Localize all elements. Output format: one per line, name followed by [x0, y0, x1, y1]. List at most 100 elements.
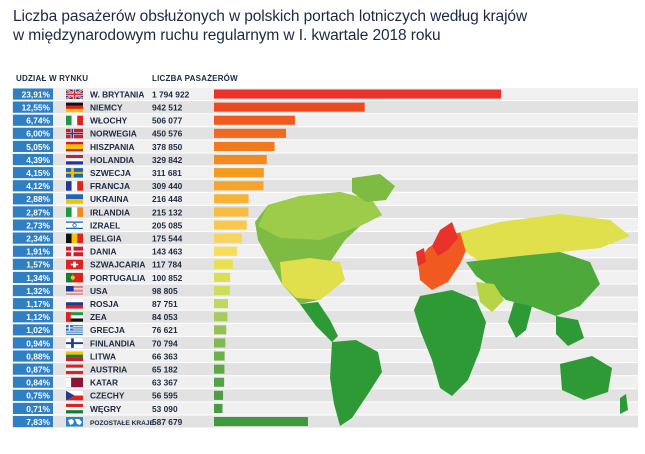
- share-label: 0,87%: [26, 365, 50, 375]
- share-label: 0,75%: [26, 391, 50, 401]
- spain-flag: [66, 141, 83, 152]
- value-label: 76 621: [152, 325, 178, 335]
- austria-flag: [66, 364, 83, 375]
- value-label: 53 090: [152, 404, 178, 414]
- country-label: IRLANDIA: [90, 207, 130, 217]
- bar: [214, 102, 365, 112]
- share-box: [13, 232, 53, 244]
- bar-row: 2,88% UKRAINA 216 448: [13, 193, 249, 205]
- share-box: [13, 324, 53, 336]
- bar-row: 4,12% FRANCJA 309 440: [13, 180, 264, 192]
- bar-row: 0,75% CZECHY 56 595: [13, 389, 224, 401]
- value-label: 175 544: [152, 234, 183, 244]
- value-label: 587 679: [152, 417, 183, 427]
- value-label: 87 751: [152, 299, 178, 309]
- value-label: 309 440: [152, 181, 183, 191]
- map-canada: [258, 192, 382, 240]
- country-label: WĘGRY: [90, 404, 122, 414]
- bar-row: 2,87% IRLANDIA 215 132: [13, 206, 249, 218]
- country-label: IZRAEL: [90, 220, 120, 230]
- bar-row: 0,94% FINLANDIA 70 794: [13, 337, 226, 349]
- share-label: 1,17%: [26, 299, 50, 309]
- bar: [214, 181, 264, 191]
- bar: [214, 194, 249, 204]
- bar: [214, 155, 267, 165]
- share-label: 2,87%: [26, 207, 50, 217]
- row-band: [12, 153, 638, 166]
- bar-row: 1,32% USA 98 805: [13, 285, 230, 297]
- switzerland-flag: [66, 259, 83, 270]
- bar-row: 2,73% IZRAEL 205 085: [13, 219, 247, 231]
- value-label: 216 448: [152, 194, 183, 204]
- row-band: [12, 402, 638, 415]
- bar: [214, 272, 231, 282]
- bar: [214, 403, 223, 413]
- map-south-america: [330, 340, 382, 426]
- share-label: 5,05%: [26, 142, 50, 152]
- netherlands-flag: [66, 155, 83, 165]
- country-label: AUSTRIA: [90, 365, 127, 375]
- map-asia: [466, 252, 600, 316]
- row-band: [12, 114, 638, 127]
- chart-title-line1: Liczba pasażerów obsłużonych w polskich …: [13, 8, 528, 25]
- value-label: 215 132: [152, 207, 183, 217]
- share-box: [13, 154, 53, 166]
- map-uk: [416, 248, 426, 266]
- row-band: [12, 350, 638, 363]
- row-band: [12, 140, 638, 153]
- country-label: HISZPANIA: [90, 142, 135, 152]
- share-box: [13, 127, 53, 139]
- bar: [214, 89, 501, 99]
- share-label: 12,55%: [22, 103, 51, 113]
- share-box: [13, 206, 53, 218]
- bar: [214, 338, 226, 348]
- bar: [214, 246, 237, 256]
- bar-row: 1,91% DANIA 143 463: [13, 245, 237, 257]
- value-label: 66 363: [152, 351, 178, 361]
- map-scandinavia: [432, 222, 458, 256]
- bar: [214, 377, 225, 387]
- bar: [214, 128, 287, 138]
- value-label: 84 053: [152, 312, 178, 322]
- country-label: KATAR: [90, 378, 118, 388]
- value-label: 56 595: [152, 391, 178, 401]
- share-label: 23,91%: [22, 89, 51, 99]
- country-label: CZECHY: [90, 391, 125, 401]
- ukraine-flag: [66, 194, 83, 204]
- country-label: BELGIA: [90, 234, 122, 244]
- map-india: [508, 302, 532, 338]
- bar: [214, 312, 228, 322]
- share-box: [13, 258, 53, 270]
- country-label: HOLANDIA: [90, 155, 134, 165]
- bar: [214, 168, 264, 178]
- bar: [214, 299, 229, 309]
- share-label: 2,88%: [26, 194, 50, 204]
- bar-row: 23,91% W. BRYTANIA 1 794 922: [13, 88, 501, 100]
- share-box: [13, 245, 53, 257]
- bar-row: 1,17% ROSJA 87 751: [13, 298, 229, 310]
- share-box: [13, 337, 53, 349]
- share-box: [13, 180, 53, 192]
- bar-row: 0,84% KATAR 63 367: [13, 376, 225, 388]
- sweden-flag: [66, 168, 83, 178]
- bar-row: 4,15% SZWECJA 311 681: [13, 167, 264, 179]
- bar: [214, 141, 275, 151]
- row-band: [12, 415, 638, 428]
- bar: [214, 325, 227, 335]
- country-label: SZWAJCARIA: [90, 260, 145, 270]
- row-band: [12, 363, 638, 376]
- value-label: 100 852: [152, 273, 183, 283]
- chart-title: Liczba pasażerów obsłużonych w polskich …: [13, 7, 633, 45]
- share-box: [13, 311, 53, 323]
- value-label: 506 077: [152, 116, 183, 126]
- bar: [214, 259, 233, 269]
- share-box: [13, 376, 53, 388]
- country-label: NORWEGIA: [90, 129, 137, 139]
- value-label: 378 850: [152, 142, 183, 152]
- map-australia: [560, 356, 612, 400]
- value-label: 1 794 922: [152, 89, 190, 99]
- country-label: LITWA: [90, 351, 116, 361]
- map-europe: [418, 232, 468, 290]
- country-label: FINLANDIA: [90, 338, 135, 348]
- share-box: [13, 101, 53, 113]
